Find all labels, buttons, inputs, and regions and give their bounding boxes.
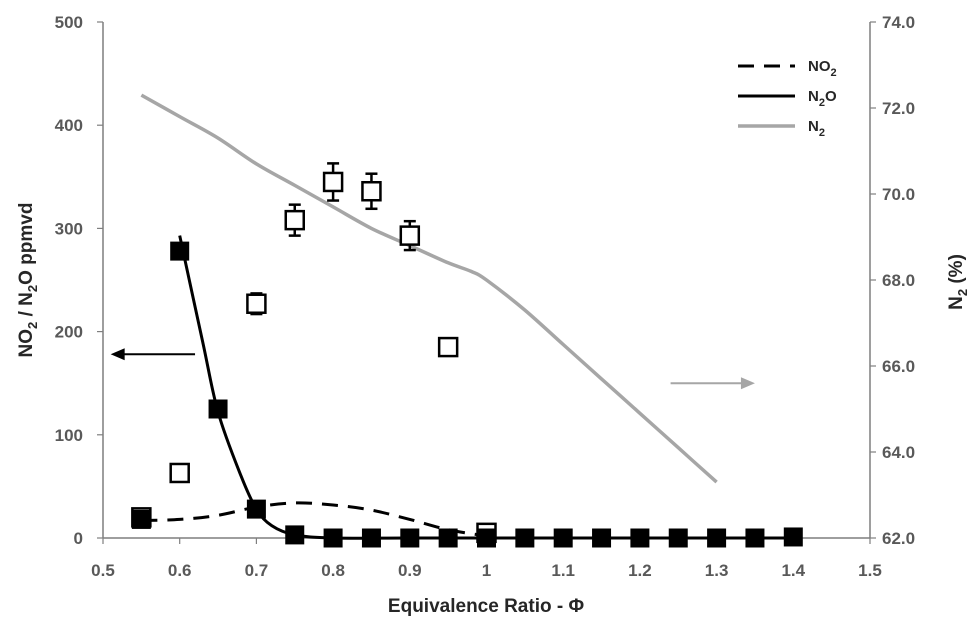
legend-label-sub: 2 [819, 97, 825, 109]
x-tick-label: 1.1 [551, 561, 575, 580]
legend-label-part: N [808, 88, 819, 105]
n2o-point [400, 528, 420, 548]
y-tick-label: 100 [55, 426, 83, 445]
no2-point [284, 209, 305, 231]
n2o-point [515, 528, 535, 548]
n2o-point [592, 528, 612, 548]
n2o-point [208, 399, 228, 419]
x-axis-title: Equivalence Ratio - Φ [388, 596, 585, 617]
n2o-point [170, 241, 190, 261]
x-tick-label: 0.6 [168, 561, 192, 580]
n2o-point [668, 528, 688, 548]
x-tick-label: 0.5 [91, 561, 115, 580]
arrow-left-head [110, 348, 125, 361]
x-tick-label: 1 [482, 561, 491, 580]
x-tick-label: 0.9 [398, 561, 422, 580]
n2o-point [707, 528, 727, 548]
no2-point [361, 180, 382, 202]
no2-point [437, 336, 459, 358]
y-axis-title-part: O ppmvd [16, 203, 37, 285]
y2-axis-title-part: (%) [946, 254, 967, 289]
no2-point [246, 293, 267, 314]
x-tick-label: 1.2 [628, 561, 652, 580]
n2o-point [553, 528, 573, 548]
y-tick-label: 400 [55, 116, 83, 135]
y-axis-title-sub: 2 [25, 322, 40, 329]
y2-tick-label: 72.0 [882, 99, 915, 118]
n2o-point [246, 499, 266, 519]
y-tick-label: 0 [74, 529, 83, 548]
y-axis-title-part: NO [16, 329, 37, 358]
n2-line [140, 93, 718, 484]
y2-tick-label: 70.0 [882, 185, 915, 204]
n2o-point [361, 528, 381, 548]
y-tick-label: 500 [55, 13, 83, 32]
y2-tick-label: 68.0 [882, 271, 915, 290]
legend-label-part: O [825, 88, 837, 105]
y2-tick-label: 62.0 [882, 529, 915, 548]
legend-label-2: N2 [808, 118, 825, 139]
y2-tick-label: 74.0 [882, 13, 915, 32]
y-axis-title-part: / N [16, 292, 37, 322]
legend-label-1: N2O [808, 88, 837, 109]
no2-point [399, 225, 421, 246]
series-markers [131, 162, 803, 548]
n2o-point [783, 527, 803, 547]
no2-line [141, 501, 487, 538]
y2-axis-title: N2 (%) [946, 254, 970, 310]
n2o-point [630, 528, 650, 548]
y2-tick-label: 64.0 [882, 443, 915, 462]
no2-point [169, 462, 190, 484]
axis-arrows [110, 348, 755, 390]
legend-label-part: NO [808, 58, 831, 75]
n2o-point [323, 528, 343, 548]
x-tick-label: 1.4 [781, 561, 805, 580]
y2-axis-title-sub: 2 [955, 289, 970, 296]
legend-label-part: N [808, 118, 819, 135]
y2-axis-title-part: N [946, 296, 967, 310]
n2o-point [131, 509, 151, 529]
tick-labels: 0.5 0.6 0.7 0.8 0.9 1 1.1 1.2 1.3 1.4 1.5 0 100 200 30… [55, 13, 915, 580]
n2o-point [745, 528, 765, 548]
x-tick-label: 0.8 [321, 561, 345, 580]
y-tick-label: 200 [55, 323, 83, 342]
y2-tick-label: 66.0 [882, 357, 915, 376]
legend-label-sub: 2 [831, 67, 837, 79]
legend-label-0: NO2 [808, 58, 837, 79]
y-tick-label: 300 [55, 219, 83, 238]
y-axis-title: NO2 / N2O ppmvd [16, 203, 40, 358]
y-axis-title-sub: 2 [25, 285, 40, 292]
arrow-right-head [740, 377, 755, 390]
no2-point [322, 171, 344, 193]
x-tick-label: 1.3 [705, 561, 729, 580]
n2o-point [285, 525, 305, 545]
x-tick-label: 0.7 [245, 561, 269, 580]
n2o-point [477, 528, 496, 548]
n2o-point [438, 528, 458, 548]
legend-label-sub: 2 [819, 127, 825, 139]
x-tick-label: 1.5 [858, 561, 882, 580]
